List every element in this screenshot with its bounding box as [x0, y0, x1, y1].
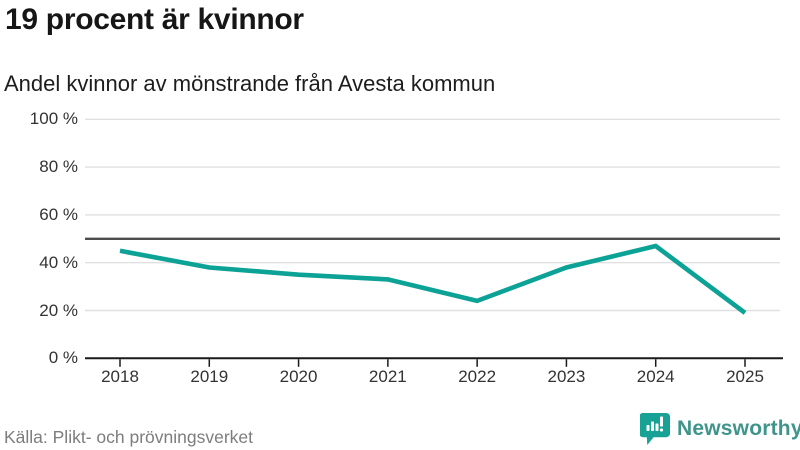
data-line-andel-kvinnor [119, 243, 747, 315]
x-tick-label: 2025 [726, 367, 764, 386]
x-tick-label: 2020 [279, 367, 318, 386]
bar-chart-icon [646, 416, 663, 432]
y-tick-label: 60 % [39, 204, 78, 224]
x-tick-label: 2021 [368, 367, 407, 386]
chart-subtitle: Andel kvinnor av mönstrande från Avesta … [4, 71, 496, 96]
x-tick-label: 2022 [458, 367, 497, 386]
page-title: 19 procent är kvinnor [5, 3, 304, 36]
x-tick-label: 2018 [101, 367, 139, 386]
x-tick-label: 2024 [636, 367, 675, 386]
newsworthy-logo[interactable]: Newsworthy [640, 411, 800, 447]
source-caption: Källa: Plikt- och prövningsverket [4, 427, 253, 447]
y-tick-label: 40 % [39, 252, 78, 272]
y-tick-label: 100 % [29, 109, 78, 129]
y-tick-label: 0 % [48, 348, 78, 368]
y-tick-label: 20 % [39, 300, 78, 320]
y-tick-label: 80 % [39, 157, 78, 177]
newsworthy-logo-text: Newsworthy [677, 417, 800, 440]
newsworthy-logo-icon [640, 412, 670, 445]
x-tick-label: 2023 [547, 367, 586, 386]
x-tick-label: 2019 [190, 367, 229, 386]
